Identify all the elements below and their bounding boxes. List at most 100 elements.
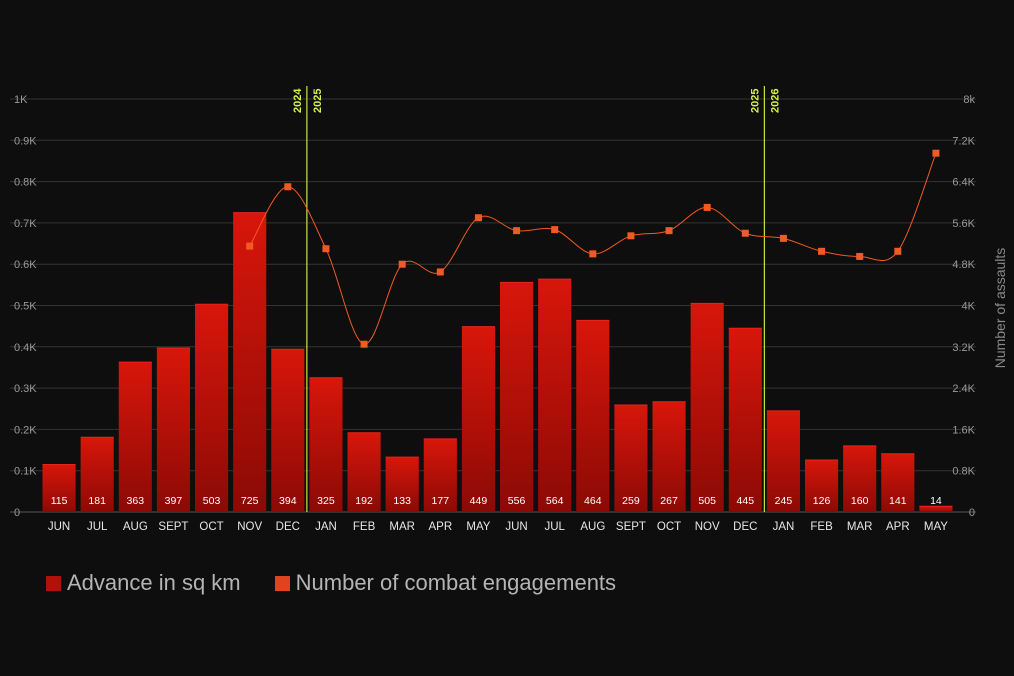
bar-data-label: 449 <box>470 495 488 507</box>
bar-data-label: 363 <box>127 495 145 507</box>
bar <box>195 304 229 512</box>
x-tick-label: MAY <box>924 521 948 533</box>
bar <box>461 326 495 512</box>
bar <box>805 459 839 512</box>
bar-data-label: 505 <box>698 495 716 507</box>
line-point <box>589 250 597 258</box>
x-tick-label: SEPT <box>158 521 188 533</box>
year-dividers <box>306 86 765 512</box>
line-point <box>513 227 521 235</box>
x-tick-label: AUG <box>580 521 605 533</box>
left-tick-label: 0.4K <box>14 342 37 354</box>
bar-data-label: 503 <box>203 495 221 507</box>
bar <box>881 453 915 512</box>
bar <box>271 349 305 512</box>
x-tick-label: NOV <box>237 521 262 533</box>
bar-data-label: 14 <box>930 495 942 507</box>
bar-data-label: 141 <box>889 495 907 507</box>
right-tick-label: 4.8K <box>952 259 975 271</box>
bar <box>233 212 267 512</box>
right-tick-label: 0 <box>969 507 975 519</box>
x-tick-label: MAR <box>847 521 873 533</box>
bar <box>766 410 800 512</box>
right-axis-title: Number of assaults <box>992 248 1008 369</box>
line-point <box>856 252 864 260</box>
bar <box>309 377 343 512</box>
line-point <box>284 183 292 191</box>
bar-data-label: 115 <box>51 495 68 507</box>
right-tick-label: 7.2K <box>952 135 975 147</box>
line-point <box>818 247 826 255</box>
legend-label-advance: Advance in sq km <box>67 570 241 595</box>
line-point <box>436 268 444 276</box>
x-tick-label: OCT <box>199 521 223 533</box>
legend: Advance in sq km Number of combat engage… <box>46 570 616 596</box>
line-point <box>665 227 673 235</box>
year-label: 2025 <box>312 89 324 113</box>
x-tick-label: FEB <box>810 521 833 533</box>
legend-item-engagements: Number of combat engagements <box>274 570 617 596</box>
bar-data-label: 259 <box>622 495 640 507</box>
bar-data-label: 177 <box>432 495 450 507</box>
bar <box>156 348 190 512</box>
bar-data-label: 325 <box>317 495 335 507</box>
left-tick-label: 0.5K <box>14 301 37 313</box>
line-point <box>551 226 559 234</box>
right-tick-label: 4K <box>962 301 976 313</box>
bar-data-label: 126 <box>813 495 831 507</box>
bar-data-label: 725 <box>241 495 259 507</box>
labels: 0 0.1K 0.2K 0.3K 0.4K 0.5K 0.6K 0.7K 0.8K 0.9K 1K 0… <box>14 88 976 533</box>
bar <box>538 279 572 512</box>
left-tick-label: 0.8K <box>14 177 37 189</box>
bars <box>42 212 953 512</box>
bar <box>385 457 419 512</box>
x-tick-label: APR <box>428 521 452 533</box>
x-tick-label: JAN <box>315 521 337 533</box>
x-tick-label: MAR <box>389 521 415 533</box>
bar <box>347 432 381 512</box>
left-tick-label: 0.6K <box>14 259 37 271</box>
bar <box>118 362 152 512</box>
x-tick-label: MAY <box>466 521 490 533</box>
line-point <box>322 245 330 253</box>
x-tick-label: JUL <box>544 521 565 533</box>
bar-data-label: 445 <box>737 495 755 507</box>
bar <box>652 401 686 512</box>
bar <box>728 328 762 512</box>
bar-data-label: 245 <box>775 495 793 507</box>
left-tick-label: 0.1K <box>14 466 37 478</box>
line-point <box>894 247 902 255</box>
x-tick-label: FEB <box>353 521 376 533</box>
bar <box>843 445 877 512</box>
x-tick-label: AUG <box>123 521 148 533</box>
year-label: 2025 <box>749 89 761 113</box>
line-point <box>703 203 711 211</box>
bar <box>690 303 724 512</box>
line-point <box>741 229 749 237</box>
bar <box>500 282 534 512</box>
bar-data-label: 394 <box>279 495 297 507</box>
bar-data-label: 133 <box>393 495 411 507</box>
x-tick-label: DEC <box>733 521 757 533</box>
x-tick-label: SEPT <box>616 521 646 533</box>
right-tick-label: 0.8K <box>952 466 975 478</box>
x-tick-label: NOV <box>695 521 720 533</box>
bar <box>80 437 114 512</box>
right-tick-label: 8k <box>963 94 975 106</box>
legend-label-engagements: Number of combat engagements <box>295 570 617 595</box>
right-tick-label: 5.6K <box>952 218 975 230</box>
bar-data-label: 556 <box>508 495 526 507</box>
bar-data-label: 160 <box>851 495 869 507</box>
right-tick-label: 1.6K <box>952 424 975 436</box>
bar-data-label: 464 <box>584 495 602 507</box>
bar <box>614 405 648 512</box>
line-point <box>360 340 368 348</box>
line-point <box>779 234 787 242</box>
year-label: 2024 <box>292 88 304 113</box>
left-tick-label: 1K <box>14 94 28 106</box>
line-point <box>474 214 482 222</box>
year-label: 2026 <box>769 89 781 113</box>
legend-swatch-engagements <box>274 575 290 591</box>
x-tick-label: OCT <box>657 521 681 533</box>
bar <box>576 320 610 512</box>
